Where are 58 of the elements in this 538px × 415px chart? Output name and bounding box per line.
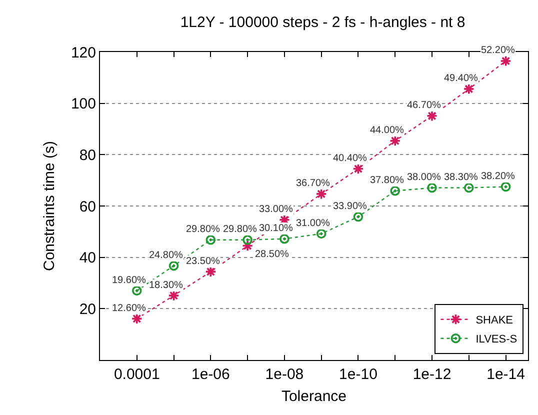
point — [168, 260, 179, 271]
y-axis-title: Constraints time (s) — [41, 140, 58, 272]
annotation: 12.60% — [112, 303, 146, 314]
x-tick-label: 1e-12 — [412, 366, 452, 383]
annotation: 18.30% — [149, 280, 184, 291]
point — [389, 135, 401, 147]
annotation: 49.40% — [444, 73, 478, 84]
annotation: 37.80% — [370, 175, 404, 186]
x-tick-label: 1e-10 — [339, 366, 378, 383]
annotation: 40.40% — [333, 153, 368, 164]
legend-label: SHAKE — [476, 314, 514, 327]
x-tick-label: 1e-08 — [265, 366, 304, 383]
y-tick-label: 120 — [70, 44, 96, 62]
annotation: 33.00% — [259, 204, 294, 215]
annotation: 29.80% — [223, 224, 258, 235]
y-tick-label: 100 — [70, 96, 96, 113]
annotation: 28.50% — [255, 249, 290, 260]
annotation: 46.70% — [407, 100, 442, 111]
annotation: 24.80% — [149, 250, 184, 261]
annotation: 30.10% — [259, 223, 294, 234]
chart-title: 1L2Y - 100000 steps - 2 fs - h-angles - nt 8 — [180, 14, 466, 32]
y-tick-label: 40 — [79, 250, 96, 267]
point — [427, 182, 437, 193]
point — [464, 182, 474, 193]
point — [242, 234, 252, 245]
x-axis-title: Tolerance — [281, 388, 347, 405]
y-tick-label: 60 — [79, 198, 96, 216]
annotation: 31.00% — [296, 218, 330, 229]
annotation: 52.20% — [481, 45, 516, 56]
y-tick-label: 80 — [79, 146, 96, 164]
point — [353, 212, 364, 222]
point — [500, 55, 512, 67]
x-tick-label: 1e-14 — [486, 366, 525, 383]
point — [352, 163, 364, 174]
annotation: 36.70% — [296, 178, 330, 189]
x-tick-label: 0.0001 — [114, 366, 160, 383]
point — [242, 240, 254, 252]
y-tick-label: 20 — [79, 300, 96, 318]
point — [463, 83, 475, 95]
point — [280, 234, 290, 244]
annotation: 29.80% — [186, 224, 220, 235]
annotation: 44.00% — [370, 125, 404, 136]
point — [390, 186, 400, 196]
point — [426, 110, 438, 122]
point — [204, 266, 216, 278]
annotation: 23.50% — [186, 256, 220, 267]
annotation: 19.60% — [112, 275, 146, 286]
annotation: 38.30% — [444, 172, 478, 183]
annotation: 33.90% — [333, 201, 368, 212]
annotation: 38.20% — [481, 171, 516, 182]
annotation: 38.00% — [407, 172, 442, 183]
point — [316, 188, 328, 200]
x-tick-label: 1e-06 — [191, 366, 230, 383]
point — [316, 228, 326, 239]
legend-label: ILVES-S — [476, 334, 518, 346]
point — [206, 234, 216, 245]
point — [132, 286, 142, 296]
point — [500, 182, 511, 192]
